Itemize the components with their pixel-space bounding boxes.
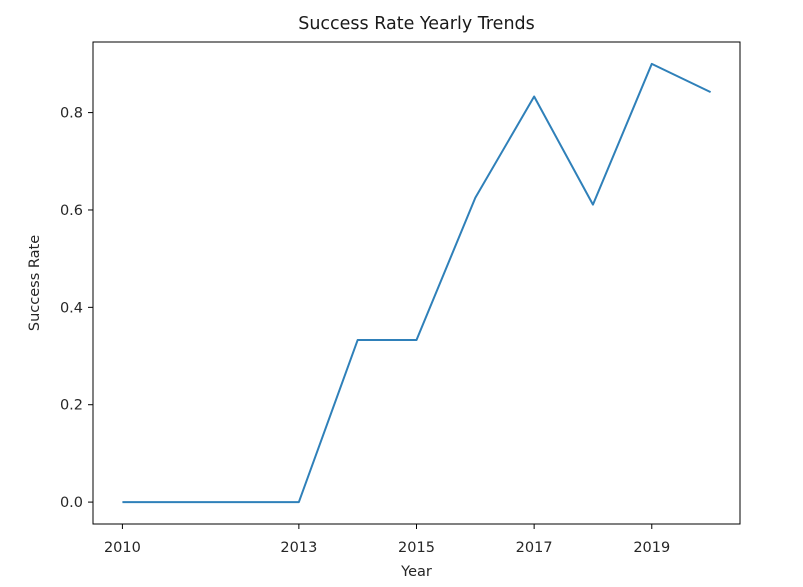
y-axis-label: Success Rate [27,235,43,331]
x-tick-label: 2013 [280,540,317,556]
x-tick-label: 2015 [398,540,435,556]
data-point [474,197,476,199]
data-points [121,63,711,503]
data-point [239,501,241,503]
data-point [357,339,359,341]
x-tick-label: 2017 [516,540,553,556]
data-point [180,501,182,503]
data-point [298,501,300,503]
data-point [592,204,594,206]
data-point [533,96,535,98]
y-axis-ticks: 0.0 0.2 0.4 0.6 0.8 [60,106,93,511]
data-point [710,91,712,93]
y-tick-label: 0.8 [60,106,83,122]
plot-frame [92,41,741,525]
y-tick-label: 0.0 [60,495,83,511]
y-tick-label: 0.6 [60,203,83,219]
data-point [121,501,123,503]
data-point [651,63,653,65]
y-tick-label: 0.4 [60,300,83,316]
series-line [122,62,712,504]
x-tick-label: 2019 [633,540,670,556]
x-tick-label: 2010 [104,540,141,556]
data-point [416,339,418,341]
y-tick-label: 0.2 [60,398,83,414]
x-axis-ticks: 2010 2013 2015 2017 2019 [104,524,670,556]
chart-title: Success Rate Yearly Trends [298,14,535,34]
x-axis-label: Year [400,564,432,580]
